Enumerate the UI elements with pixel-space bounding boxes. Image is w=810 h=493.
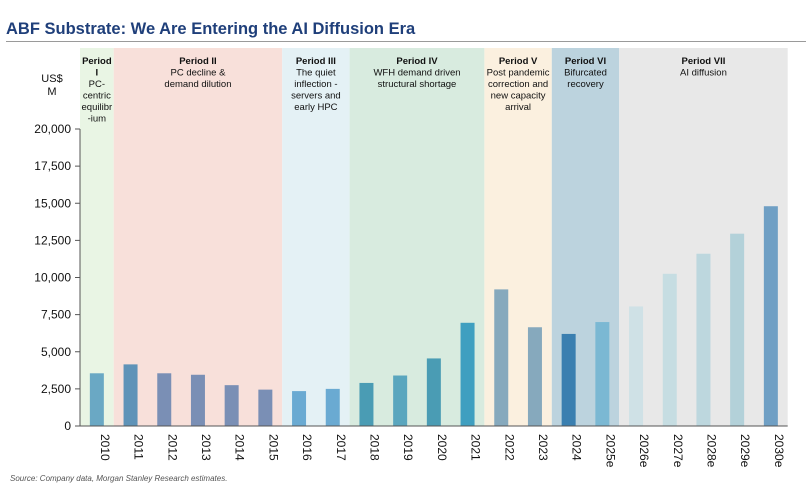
period-desc-5: Post pandemic [487, 68, 550, 79]
period-desc-1: PC- [89, 79, 105, 90]
bar-2018 [359, 382, 374, 426]
y-tick-label: 7,500 [41, 308, 71, 322]
period-band-1 [80, 48, 114, 426]
x-tick-label: 2023 [536, 434, 550, 461]
x-tick-label: 2027e [671, 434, 685, 468]
bar-2011 [123, 364, 138, 426]
bar-2014 [224, 385, 239, 426]
period-desc-7: AI diffusion [680, 68, 727, 79]
bar-2025e [595, 322, 610, 426]
period-desc-1: equilibr [82, 102, 113, 113]
x-tick-label: 2030e [772, 434, 786, 468]
y-tick-label: 17,500 [34, 159, 71, 173]
bar-2017 [325, 388, 340, 426]
x-tick-label: 2020 [435, 434, 449, 461]
x-tick-label: 2017 [334, 434, 348, 461]
period-desc-2: PC decline & [170, 68, 226, 79]
bar-2022 [494, 289, 509, 426]
bar-2029e [730, 233, 745, 426]
bar-2030e [763, 206, 778, 426]
period-desc-5: correction and [488, 79, 548, 90]
period-band-3 [282, 48, 350, 426]
y-tick-label: 2,500 [41, 382, 71, 396]
period-desc-3: early HPC [294, 102, 337, 113]
period-desc-3: inflection - [294, 79, 337, 90]
period-desc-3: servers and [291, 91, 341, 102]
bar-2020 [426, 358, 441, 426]
x-tick-label: 2024 [570, 434, 584, 461]
x-tick-label: 2022 [502, 434, 516, 461]
y-tick-label: 20,000 [34, 122, 71, 136]
y-tick-label: 15,000 [34, 196, 71, 210]
bar-2019 [393, 375, 408, 426]
period-desc-6: recovery [567, 79, 604, 90]
x-tick-label: 2015 [266, 434, 280, 461]
bar-2013 [190, 374, 205, 426]
x-tick-labels: 2010 2011 2012 2013 2014 2015 2016 2017 2018 2019… [98, 434, 786, 468]
y-tick-label: 0 [64, 419, 71, 433]
period-title-4: Period IV [396, 56, 438, 67]
x-tick-label: 2018 [367, 434, 381, 461]
bar-2023 [527, 327, 542, 426]
bar-2015 [258, 389, 273, 426]
period-desc-5: arrival [505, 102, 531, 113]
bar-2010 [89, 373, 104, 426]
y-tick-labels: 0 2,500 5,000 7,500 10,000 12,500 15,000 17,500… [34, 122, 71, 433]
x-tick-label: 2011 [132, 434, 146, 460]
chart-title: ABF Substrate: We Are Entering the AI Di… [6, 20, 416, 38]
x-tick-label: 2025e [603, 434, 617, 468]
x-tick-label: 2019 [401, 434, 415, 461]
period-title-5: Period V [499, 56, 538, 67]
period-title-3: Period III [296, 56, 336, 67]
period-desc-4: structural shortage [378, 79, 457, 90]
x-tick-label: 2010 [98, 434, 112, 461]
source-note: Source: Company data, Morgan Stanley Res… [10, 474, 228, 483]
bar-2024 [561, 333, 576, 426]
x-tick-label: 2028e [704, 434, 718, 468]
title-underline [6, 41, 806, 42]
period-desc-2: demand dilution [164, 79, 231, 90]
period-desc-1: centric [83, 91, 111, 102]
y-axis-label-line: US$ [41, 73, 62, 85]
period-title-1: Period [82, 56, 112, 67]
x-tick-label: 2029e [738, 434, 752, 468]
period-desc-3: The quiet [296, 68, 336, 79]
period-title-2: Period II [179, 56, 216, 67]
x-tick-label: 2012 [165, 434, 179, 461]
y-tick-label: 12,500 [34, 233, 71, 247]
period-title-7: Period VII [682, 56, 726, 67]
period-desc-5: new capacity [491, 91, 546, 102]
bar-2027e [662, 273, 677, 426]
y-tick-label: 5,000 [41, 345, 71, 359]
bar-2012 [157, 373, 172, 426]
y-axis-label-line: M [47, 86, 56, 98]
bars [89, 206, 778, 426]
x-tick-label: 2016 [300, 434, 314, 461]
bar-2028e [696, 253, 711, 426]
axes [75, 128, 788, 427]
period-desc-4: WFH demand driven [373, 68, 460, 79]
period-band-2 [113, 48, 283, 426]
period-desc-6: Bifurcated [564, 68, 607, 79]
bar-2016 [292, 391, 307, 426]
bar-2026e [629, 306, 644, 426]
bar-2021 [460, 322, 475, 426]
y-axis-label: US$M [41, 73, 62, 98]
x-tick-label: 2021 [469, 434, 483, 461]
period-title-1: I [96, 68, 99, 79]
y-tick-label: 10,000 [34, 271, 71, 285]
x-tick-label: 2013 [199, 434, 213, 461]
period-title-6: Period VI [565, 56, 606, 67]
period-desc-1: -ium [88, 114, 107, 125]
x-tick-label: 2014 [233, 434, 247, 461]
x-tick-label: 2026e [637, 434, 651, 468]
